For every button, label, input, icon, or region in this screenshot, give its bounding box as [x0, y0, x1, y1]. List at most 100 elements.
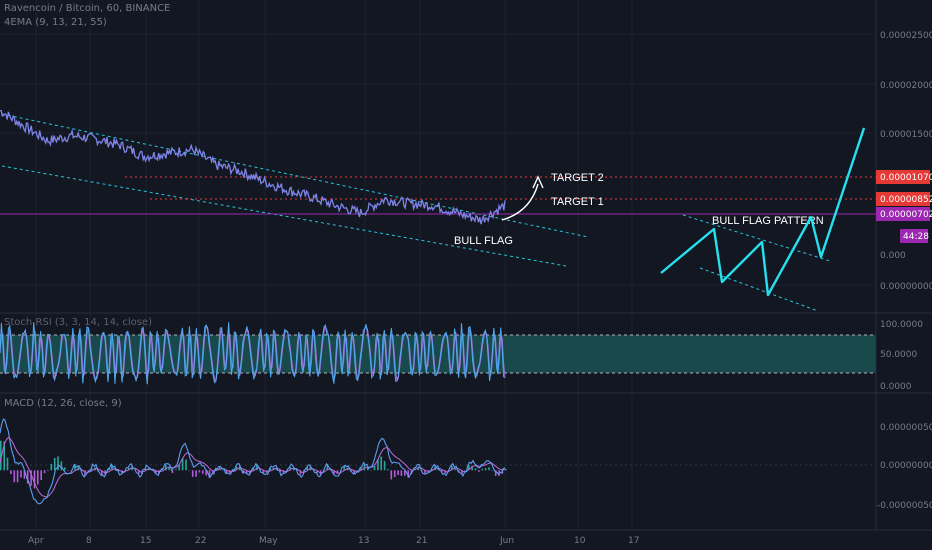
stoch-tick-label: 50.0000 — [880, 350, 917, 360]
macd-histogram-bar — [222, 470, 224, 471]
x-tick-label: 10 — [574, 536, 586, 546]
macd-histogram-bar — [43, 470, 46, 474]
macd-histogram-bar — [252, 467, 255, 471]
x-tick-label: 22 — [195, 536, 206, 546]
macd-label[interactable]: MACD (12, 26, close, 9) — [4, 398, 122, 409]
price-tag-target-2 — [876, 170, 930, 184]
macd-histogram-bar — [40, 470, 42, 480]
macd-histogram-bar — [138, 470, 140, 474]
stoch-d-line — [0, 324, 506, 383]
macd-histogram-bar — [387, 469, 389, 471]
macd-histogram-bar — [262, 470, 265, 474]
macd-histogram-bar — [383, 461, 386, 471]
macd-histogram-bar — [279, 470, 281, 472]
macd-histogram-bar — [185, 459, 187, 471]
macd-histogram-bar — [353, 470, 356, 474]
macd-histogram-bar — [178, 464, 180, 471]
macd-histogram-bar — [23, 470, 26, 479]
time-axis[interactable]: Apr 8 15 22 May 13 21 Jun 10 17 — [0, 529, 932, 546]
macd-histogram-bar — [84, 470, 86, 476]
macd-histogram-bar — [87, 470, 90, 471]
pattern-upper-channel[interactable] — [682, 214, 831, 262]
macd-histogram-bar — [191, 470, 194, 477]
macd-histogram-bar — [53, 458, 56, 471]
ema-indicator-label[interactable]: 4EMA (9, 13, 21, 55) — [4, 17, 107, 28]
x-tick-label: 15 — [140, 536, 151, 546]
macd-histogram-bar — [67, 470, 69, 471]
macd-histogram-bar — [202, 470, 204, 474]
macd-histogram-bar — [77, 466, 79, 471]
pattern-lower-channel[interactable] — [699, 267, 819, 312]
macd-histogram-bar — [181, 458, 184, 471]
macd-histogram-bar — [370, 470, 372, 471]
y-tick-label: 0.00002500 — [880, 31, 932, 41]
price-tag-target-1 — [876, 192, 930, 206]
macd-histogram-bar — [441, 470, 443, 473]
macd-histogram-bar — [464, 470, 467, 471]
stoch-k-line — [0, 322, 506, 385]
macd-histogram-bar — [168, 466, 170, 471]
macd-histogram-bar — [299, 470, 302, 475]
macd-histogram-bar — [175, 469, 177, 471]
countdown-label: 44:28 — [903, 232, 929, 242]
macd-histogram-bar — [205, 470, 207, 476]
macd-histogram-bar — [424, 470, 426, 475]
price-pane[interactable]: TARGET 2 TARGET 1 BULL FLAG BULL FLAG PA… — [0, 109, 876, 312]
macd-histogram-bar — [360, 467, 362, 471]
macd-line — [0, 418, 506, 505]
macd-histogram-bar — [454, 469, 457, 471]
macd-tick-label: 0.00000050 — [880, 423, 932, 433]
macd-histogram-bar — [407, 470, 409, 478]
macd-histogram-bar — [367, 467, 369, 471]
macd-histogram-bar — [333, 470, 335, 474]
x-tick-label: Jun — [499, 536, 514, 546]
macd-histogram-bar — [245, 470, 248, 474]
macd-histogram-bar — [232, 469, 234, 471]
bull-flag-pattern-path[interactable] — [660, 127, 866, 297]
macd-histogram-bar — [451, 465, 453, 471]
macd-histogram-bar — [144, 468, 147, 471]
macd-tick-label: -0.00000050 — [877, 501, 932, 511]
macd-histogram-bar — [437, 467, 440, 471]
macd-histogram-bar — [488, 467, 490, 471]
macd-histogram-bar — [306, 466, 308, 471]
macd-histogram-bar — [373, 466, 376, 471]
macd-histogram-bar — [461, 470, 463, 474]
price-axis[interactable]: 0.00002500 0.00002000 0.00001500 0.00000… — [875, 0, 932, 530]
macd-histogram-bar — [471, 466, 473, 471]
macd-histogram-bar — [64, 467, 66, 471]
y-tick-label: 0.00001500 — [880, 130, 932, 140]
macd-histogram-bar — [390, 470, 393, 480]
macd-histogram-bar — [101, 470, 103, 475]
macd-histogram-bar — [37, 470, 39, 485]
macd-histogram-bar — [377, 459, 379, 471]
symbol-title[interactable]: Ravencoin / Bitcoin, 60, BINANCE — [4, 3, 171, 14]
y-tick-label: 0.00000000 — [880, 282, 932, 292]
y-tick-label: 0.00002000 — [880, 81, 932, 91]
macd-histogram-bar — [127, 467, 130, 471]
macd-pane[interactable] — [0, 418, 876, 505]
macd-histogram-bar — [434, 465, 436, 471]
macd-histogram-bar — [50, 463, 53, 471]
macd-histogram-bar — [20, 470, 22, 478]
macd-histogram-bar — [400, 470, 403, 476]
macd-histogram-bar — [326, 464, 329, 471]
price-series-line[interactable] — [0, 109, 506, 225]
stoch-rsi-label[interactable]: Stoch RSI (3, 3, 14, 14, close) — [4, 317, 152, 328]
x-tick-label: Apr — [28, 536, 44, 546]
x-tick-label: May — [259, 536, 278, 546]
macd-histogram-bar — [60, 461, 63, 471]
y-tick-label-partial: 0.000 — [880, 251, 906, 261]
macd-histogram-bar — [380, 456, 382, 471]
macd-histogram-bar — [494, 470, 497, 476]
macd-histogram-bar — [3, 441, 5, 471]
macd-histogram-bar — [343, 465, 345, 471]
macd-histogram-bar — [90, 468, 93, 471]
macd-histogram-bar — [195, 470, 197, 477]
macd-histogram-bar — [484, 468, 487, 471]
target-arrow — [501, 183, 539, 221]
macd-histogram-bar — [225, 470, 228, 474]
stoch-rsi-pane[interactable] — [0, 322, 876, 385]
channel-upper-line[interactable] — [1, 113, 589, 238]
